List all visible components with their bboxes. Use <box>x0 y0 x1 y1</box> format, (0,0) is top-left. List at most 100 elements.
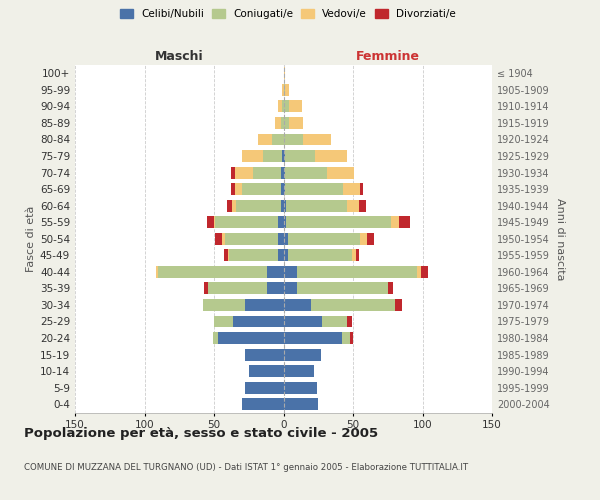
Bar <box>284 382 317 394</box>
Bar <box>284 282 298 294</box>
Bar <box>284 216 286 228</box>
Bar <box>298 282 388 294</box>
Y-axis label: Fasce di età: Fasce di età <box>26 206 36 272</box>
Bar <box>284 117 289 129</box>
Bar <box>263 150 282 162</box>
Bar <box>278 100 282 112</box>
Bar <box>284 266 298 278</box>
Bar <box>391 216 399 228</box>
Bar <box>343 183 360 195</box>
Bar <box>282 84 284 96</box>
Bar <box>233 316 284 328</box>
Bar <box>278 216 284 228</box>
Bar <box>267 266 284 278</box>
Bar <box>284 84 285 96</box>
Bar <box>326 166 355 178</box>
Bar <box>399 216 410 228</box>
Text: Maschi: Maschi <box>155 50 203 62</box>
Bar <box>284 200 286 211</box>
Bar <box>284 398 318 410</box>
Bar <box>284 299 311 311</box>
Bar <box>286 216 391 228</box>
Bar <box>388 282 394 294</box>
Bar <box>311 299 395 311</box>
Bar <box>208 282 267 294</box>
Bar <box>285 150 316 162</box>
Bar <box>230 166 235 178</box>
Bar <box>204 282 208 294</box>
Bar <box>203 299 245 311</box>
Bar <box>218 332 284 344</box>
Bar <box>242 398 284 410</box>
Bar <box>207 216 214 228</box>
Bar <box>253 166 281 178</box>
Bar <box>287 233 360 244</box>
Bar <box>245 382 284 394</box>
Bar <box>350 332 353 344</box>
Bar <box>212 332 218 344</box>
Bar <box>278 233 284 244</box>
Bar <box>360 183 363 195</box>
Bar <box>230 183 235 195</box>
Bar <box>225 233 278 244</box>
Bar <box>284 365 314 377</box>
Bar <box>215 216 278 228</box>
Bar <box>249 365 284 377</box>
Bar <box>235 183 242 195</box>
Bar <box>284 233 287 244</box>
Bar <box>284 166 285 178</box>
Bar <box>272 134 284 145</box>
Text: COMUNE DI MUZZANA DEL TURGNANO (UD) - Dati ISTAT 1° gennaio 2005 - Elaborazione : COMUNE DI MUZZANA DEL TURGNANO (UD) - Da… <box>24 462 468 471</box>
Bar <box>281 166 284 178</box>
Bar <box>227 200 232 211</box>
Bar <box>235 166 253 178</box>
Bar <box>347 316 352 328</box>
Bar <box>242 150 263 162</box>
Bar <box>359 200 365 211</box>
Bar <box>284 316 322 328</box>
Bar <box>284 150 285 162</box>
Bar <box>284 332 342 344</box>
Bar <box>352 250 356 262</box>
Bar <box>286 200 347 211</box>
Bar <box>281 117 284 129</box>
Bar <box>284 100 289 112</box>
Text: Femmine: Femmine <box>356 50 420 62</box>
Bar <box>236 200 281 211</box>
Bar <box>232 200 236 211</box>
Bar <box>303 134 331 145</box>
Bar <box>281 200 284 211</box>
Bar <box>285 166 326 178</box>
Bar <box>245 348 284 360</box>
Bar <box>367 233 374 244</box>
Bar <box>223 233 225 244</box>
Bar <box>282 100 284 112</box>
Bar <box>229 250 278 262</box>
Bar <box>224 250 228 262</box>
Bar <box>284 250 287 262</box>
Bar <box>347 200 359 211</box>
Bar <box>421 266 428 278</box>
Bar <box>284 68 285 79</box>
Bar <box>285 183 343 195</box>
Bar <box>281 183 284 195</box>
Bar <box>289 117 303 129</box>
Bar <box>298 266 417 278</box>
Y-axis label: Anni di nascita: Anni di nascita <box>555 198 565 280</box>
Legend: Celibi/Nubili, Coniugati/e, Vedovi/e, Divorziati/e: Celibi/Nubili, Coniugati/e, Vedovi/e, Di… <box>116 5 460 24</box>
Bar <box>214 316 233 328</box>
Bar <box>155 266 158 278</box>
Bar <box>228 250 229 262</box>
Bar <box>356 250 359 262</box>
Bar <box>289 100 302 112</box>
Bar <box>158 266 267 278</box>
Bar <box>282 150 284 162</box>
Bar <box>214 216 215 228</box>
Bar <box>215 233 223 244</box>
Bar <box>316 150 347 162</box>
Bar <box>278 250 284 262</box>
Bar <box>360 233 367 244</box>
Bar <box>284 348 321 360</box>
Bar <box>284 134 303 145</box>
Bar <box>287 250 352 262</box>
